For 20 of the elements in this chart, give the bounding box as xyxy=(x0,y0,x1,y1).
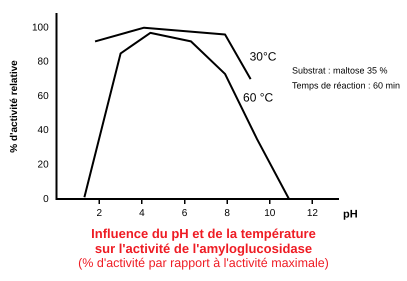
x-tick-label: 12 xyxy=(306,208,318,219)
series-label: 60 °C xyxy=(243,90,274,104)
text: Influence du pH et de la température sur l'activité de l'amyloglucosidase xyxy=(90,226,317,256)
y-tick-label: 20 xyxy=(38,159,50,170)
annotation: Substrat : maltose 35 % xyxy=(292,65,388,76)
annotation: Temps de réaction : 60 min xyxy=(292,80,400,90)
y-tick-label: 80 xyxy=(38,56,50,68)
y-axis-title: % d'activité relative xyxy=(8,60,20,153)
text: (% d'activité par rapport à l'activité maximale) xyxy=(77,256,330,271)
y-tick-label: 100 xyxy=(32,22,50,34)
x-tick-label: 10 xyxy=(264,208,276,219)
y-tick-label: 0 xyxy=(43,194,50,205)
x-tick-label: 6 xyxy=(182,208,188,219)
x-axis-title: pH xyxy=(343,208,358,221)
x-tick-label: 8 xyxy=(224,208,230,219)
y-tick-label: 40 xyxy=(38,125,50,136)
series-label: 30°C xyxy=(250,49,277,64)
y-tick-label: 60 xyxy=(38,90,50,102)
x-tick-label: 4 xyxy=(139,208,146,219)
x-tick-label: 2 xyxy=(96,208,103,219)
